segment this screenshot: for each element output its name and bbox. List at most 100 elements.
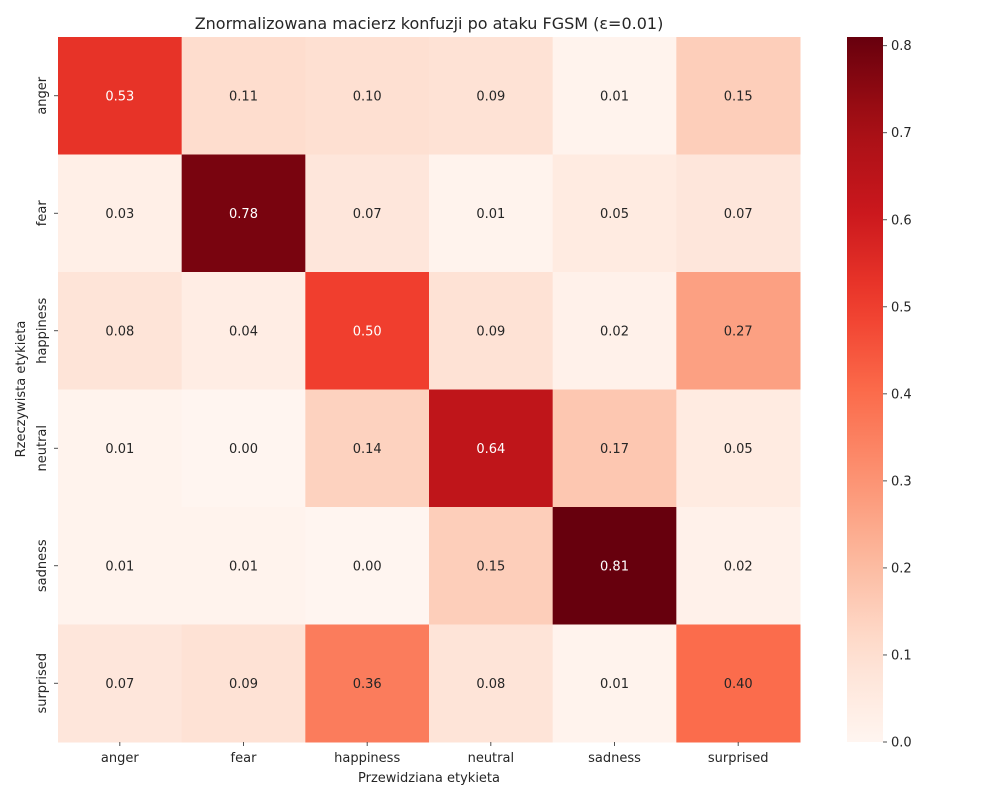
cell-value-label: 0.04 bbox=[229, 324, 258, 339]
colorbar-tick-label: 0.6 bbox=[891, 213, 912, 228]
heatmap-cell bbox=[552, 37, 677, 155]
cell-value-label: 0.00 bbox=[353, 559, 382, 574]
cell-value-label: 0.05 bbox=[600, 207, 629, 222]
cell-value-label: 0.17 bbox=[600, 442, 629, 457]
heatmap-cell bbox=[58, 272, 183, 390]
cell-value-label: 0.15 bbox=[476, 559, 505, 574]
chart-title: Znormalizowana macierz konfuzji po ataku… bbox=[195, 14, 664, 33]
y-tick-label: anger bbox=[35, 76, 50, 114]
heatmap-cell bbox=[552, 389, 677, 508]
x-tick-label: happiness bbox=[334, 751, 400, 766]
cell-value-label: 0.15 bbox=[724, 89, 753, 104]
y-tick-label: neutral bbox=[35, 425, 50, 472]
cell-value-label: 0.02 bbox=[600, 324, 629, 339]
heatmap-cell bbox=[305, 624, 430, 743]
y-axis-label: Rzeczywista etykieta bbox=[14, 321, 29, 458]
cell-value-label: 0.01 bbox=[105, 559, 134, 574]
heatmap-cell bbox=[305, 154, 430, 273]
colorbar-tick-label: 0.1 bbox=[891, 648, 912, 663]
heatmap-cell bbox=[429, 37, 554, 155]
cell-value-label: 0.09 bbox=[476, 89, 505, 104]
heatmap-cell bbox=[181, 154, 306, 273]
colorbar-tick-label: 0.2 bbox=[891, 561, 912, 576]
cell-value-label: 0.36 bbox=[353, 677, 382, 692]
heatmap-cell bbox=[676, 272, 801, 390]
heatmap-cell bbox=[305, 272, 430, 390]
heatmap-cell bbox=[58, 389, 183, 508]
cell-value-label: 0.07 bbox=[353, 207, 382, 222]
heatmap-cell bbox=[676, 154, 801, 273]
cell-value-label: 0.07 bbox=[105, 677, 134, 692]
cell-value-label: 0.01 bbox=[600, 89, 629, 104]
y-tick-label: sadness bbox=[35, 539, 50, 592]
y-tick-label: surprised bbox=[35, 653, 50, 714]
cell-value-label: 0.81 bbox=[600, 559, 629, 574]
colorbar-tick-label: 0.8 bbox=[891, 39, 912, 54]
cell-value-label: 0.01 bbox=[105, 442, 134, 457]
heatmap-cell bbox=[181, 272, 306, 390]
cell-value-label: 0.14 bbox=[353, 442, 382, 457]
cell-value-label: 0.78 bbox=[229, 207, 258, 222]
heatmap-cell bbox=[181, 624, 306, 743]
x-tick-label: anger bbox=[101, 751, 139, 766]
colorbar-tick-label: 0.0 bbox=[891, 736, 912, 751]
heatmap-cell bbox=[429, 624, 554, 743]
heatmap-cell bbox=[552, 154, 677, 273]
colorbar-tick-label: 0.7 bbox=[891, 126, 912, 141]
heatmap-cell bbox=[305, 389, 430, 508]
cell-value-label: 0.05 bbox=[724, 442, 753, 457]
cell-value-label: 0.08 bbox=[105, 324, 134, 339]
heatmap-cell bbox=[429, 389, 554, 508]
heatmap-cell bbox=[305, 37, 430, 155]
cell-value-label: 0.09 bbox=[229, 677, 258, 692]
y-tick-label: happiness bbox=[35, 297, 50, 363]
colorbar bbox=[847, 37, 883, 742]
heatmap-cell bbox=[58, 624, 183, 743]
heatmap-cell bbox=[552, 272, 677, 390]
x-tick-label: surprised bbox=[708, 751, 769, 766]
heatmap-cell bbox=[429, 154, 554, 273]
cell-value-label: 0.08 bbox=[476, 677, 505, 692]
cell-value-label: 0.03 bbox=[105, 207, 134, 222]
x-axis-label: Przewidziana etykieta bbox=[358, 771, 500, 786]
cell-value-label: 0.53 bbox=[105, 89, 134, 104]
cell-value-label: 0.00 bbox=[229, 442, 258, 457]
cell-value-label: 0.07 bbox=[724, 207, 753, 222]
cell-value-label: 0.01 bbox=[600, 677, 629, 692]
heatmap-cell bbox=[58, 37, 183, 155]
y-axis-ticks: anger fear happiness neutral sadness surprise… bbox=[35, 76, 58, 714]
colorbar-tick-label: 0.4 bbox=[891, 387, 912, 402]
heatmap-cell bbox=[676, 507, 801, 625]
cell-value-label: 0.10 bbox=[353, 89, 382, 104]
heatmap-cell bbox=[676, 389, 801, 508]
heatmap-cells: 0.53 0.11 0.10 0.09 0.01 0.15 0.03 0.78 0.07 0.01… bbox=[58, 37, 801, 743]
cell-value-label: 0.40 bbox=[724, 677, 753, 692]
x-axis-ticks: anger fear happiness neutral sadness surprise… bbox=[101, 742, 769, 766]
cell-value-label: 0.50 bbox=[353, 324, 382, 339]
x-tick-label: neutral bbox=[468, 751, 515, 766]
cell-value-label: 0.27 bbox=[724, 324, 753, 339]
heatmap-cell bbox=[58, 154, 183, 273]
cell-value-label: 0.02 bbox=[724, 559, 753, 574]
cell-value-label: 0.64 bbox=[476, 442, 505, 457]
heatmap-cell bbox=[181, 507, 306, 625]
heatmap-cell bbox=[552, 507, 677, 625]
y-tick-label: fear bbox=[35, 200, 50, 227]
colorbar-ticks: 0.0 0.1 0.2 0.3 0.4 0.5 0.6 0.7 0.8 bbox=[883, 39, 912, 751]
x-tick-label: sadness bbox=[588, 751, 641, 766]
cell-value-label: 0.01 bbox=[229, 559, 258, 574]
heatmap-cell bbox=[181, 389, 306, 508]
colorbar-tick-label: 0.5 bbox=[891, 300, 912, 315]
heatmap-cell bbox=[429, 272, 554, 390]
colorbar-tick-label: 0.3 bbox=[891, 474, 912, 489]
cell-value-label: 0.09 bbox=[476, 324, 505, 339]
heatmap-cell bbox=[676, 37, 801, 155]
heatmap-cell bbox=[305, 507, 430, 625]
x-tick-label: fear bbox=[231, 751, 258, 766]
cell-value-label: 0.11 bbox=[229, 89, 258, 104]
cell-value-label: 0.01 bbox=[476, 207, 505, 222]
heatmap-cell bbox=[676, 624, 801, 743]
heatmap-cell bbox=[429, 507, 554, 625]
heatmap-cell bbox=[58, 507, 183, 625]
